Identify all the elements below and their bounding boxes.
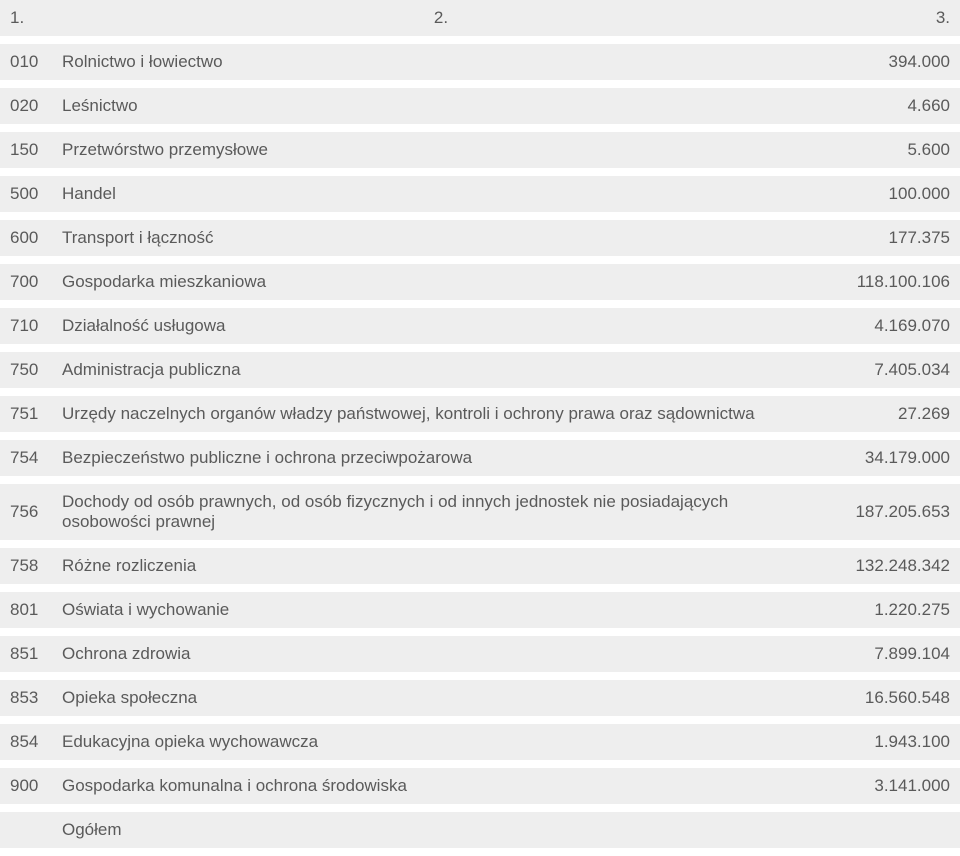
table-row: 756Dochody od osób prawnych, od osób fiz… (0, 484, 960, 548)
row-code: 710 (0, 308, 52, 344)
row-value: 4.169.070 (830, 308, 960, 344)
table-row: 900Gospodarka komunalna i ochrona środow… (0, 768, 960, 812)
header-col-2: 2. (52, 0, 830, 36)
row-name: Ochrona zdrowia (52, 636, 830, 672)
row-code: 758 (0, 548, 52, 584)
table-row: 851Ochrona zdrowia7.899.104 (0, 636, 960, 680)
row-code: 801 (0, 592, 52, 628)
row-value: 7.899.104 (830, 636, 960, 672)
row-name: Działalność usługowa (52, 308, 830, 344)
table-row: 801Oświata i wychowanie1.220.275 (0, 592, 960, 636)
row-name: Leśnictwo (52, 88, 830, 124)
row-code: 851 (0, 636, 52, 672)
row-name: Edukacyjna opieka wychowawcza (52, 724, 830, 760)
row-value: 187.205.653 (830, 484, 960, 540)
table-row: 020Leśnictwo4.660 (0, 88, 960, 132)
table-row: 750Administracja publiczna7.405.034 (0, 352, 960, 396)
row-value: 1.943.100 (830, 724, 960, 760)
row-code: 020 (0, 88, 52, 124)
row-name: Handel (52, 176, 830, 212)
row-code: 900 (0, 768, 52, 804)
header-col-1: 1. (0, 0, 52, 36)
row-code (0, 812, 52, 848)
table-header-row: 1. 2. 3. (0, 0, 960, 44)
row-name: Bezpieczeństwo publiczne i ochrona przec… (52, 440, 830, 476)
row-code: 750 (0, 352, 52, 388)
row-code: 754 (0, 440, 52, 476)
row-value: 16.560.548 (830, 680, 960, 716)
budget-table: 1. 2. 3. 010Rolnictwo i łowiectwo394.000… (0, 0, 960, 856)
table-row: 710Działalność usługowa4.169.070 (0, 308, 960, 352)
row-value: 1.220.275 (830, 592, 960, 628)
row-code: 010 (0, 44, 52, 80)
table-row: Ogółem (0, 812, 960, 856)
table-row: 500Handel100.000 (0, 176, 960, 220)
row-code: 854 (0, 724, 52, 760)
row-name: Oświata i wychowanie (52, 592, 830, 628)
row-code: 700 (0, 264, 52, 300)
row-value: 177.375 (830, 220, 960, 256)
row-name: Przetwórstwo przemysłowe (52, 132, 830, 168)
row-value: 394.000 (830, 44, 960, 80)
table-row: 853Opieka społeczna16.560.548 (0, 680, 960, 724)
row-name: Transport i łączność (52, 220, 830, 256)
row-value: 3.141.000 (830, 768, 960, 804)
row-name: Ogółem (52, 812, 830, 848)
row-value: 27.269 (830, 396, 960, 432)
row-name: Dochody od osób prawnych, od osób fizycz… (52, 484, 830, 540)
table-row: 751Urzędy naczelnych organów władzy pańs… (0, 396, 960, 440)
row-name: Różne rozliczenia (52, 548, 830, 584)
row-name: Administracja publiczna (52, 352, 830, 388)
row-value: 34.179.000 (830, 440, 960, 476)
row-code: 500 (0, 176, 52, 212)
table-row: 600Transport i łączność177.375 (0, 220, 960, 264)
row-name: Gospodarka mieszkaniowa (52, 264, 830, 300)
row-value: 118.100.106 (830, 264, 960, 300)
row-value (830, 812, 960, 848)
table-row: 758Różne rozliczenia132.248.342 (0, 548, 960, 592)
row-value: 4.660 (830, 88, 960, 124)
row-name: Opieka społeczna (52, 680, 830, 716)
header-col-3: 3. (830, 0, 960, 36)
row-code: 600 (0, 220, 52, 256)
row-code: 756 (0, 484, 52, 540)
table-row: 700Gospodarka mieszkaniowa118.100.106 (0, 264, 960, 308)
row-value: 100.000 (830, 176, 960, 212)
row-value: 132.248.342 (830, 548, 960, 584)
table-row: 010Rolnictwo i łowiectwo394.000 (0, 44, 960, 88)
table-row: 854Edukacyjna opieka wychowawcza1.943.10… (0, 724, 960, 768)
table-row: 754Bezpieczeństwo publiczne i ochrona pr… (0, 440, 960, 484)
row-value: 7.405.034 (830, 352, 960, 388)
row-value: 5.600 (830, 132, 960, 168)
row-code: 751 (0, 396, 52, 432)
row-name: Urzędy naczelnych organów władzy państwo… (52, 396, 830, 432)
table-row: 150Przetwórstwo przemysłowe5.600 (0, 132, 960, 176)
row-name: Gospodarka komunalna i ochrona środowisk… (52, 768, 830, 804)
row-code: 853 (0, 680, 52, 716)
row-code: 150 (0, 132, 52, 168)
row-name: Rolnictwo i łowiectwo (52, 44, 830, 80)
